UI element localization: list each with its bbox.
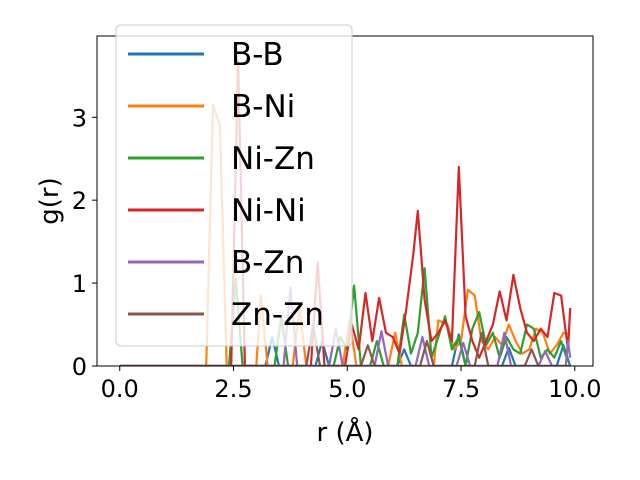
legend-label-ni-zn: Ni-Zn <box>231 141 315 177</box>
y-tick-label: 1 <box>72 270 87 298</box>
legend-label-ni-ni: Ni-Ni <box>231 193 306 229</box>
x-axis: 0.0 2.5 5.0 7.5 10.0 <box>101 366 602 403</box>
x-axis-label: r (Å) <box>316 416 373 448</box>
x-tick-label: 0.0 <box>101 375 139 403</box>
legend: B-B B-Ni Ni-Zn Ni-Ni B-Zn Zn-Zn <box>115 24 353 347</box>
x-tick-label: 5.0 <box>328 375 366 403</box>
x-tick-label: 7.5 <box>442 375 480 403</box>
y-axis: 0 1 2 3 <box>72 104 97 381</box>
x-tick-label: 10.0 <box>548 375 601 403</box>
series-line-zn-zn <box>119 323 571 366</box>
y-axis-label: g(r) <box>35 177 65 224</box>
legend-label-b-ni: B-Ni <box>231 89 295 125</box>
series-line-ni-ni <box>119 59 572 366</box>
y-tick-label: 3 <box>72 104 87 132</box>
x-tick-label: 2.5 <box>214 375 252 403</box>
y-tick-label: 2 <box>72 187 87 215</box>
legend-label-b-b: B-B <box>231 37 284 73</box>
y-tick-label: 0 <box>72 353 87 381</box>
legend-label-b-zn: B-Zn <box>231 245 304 281</box>
legend-label-zn-zn: Zn-Zn <box>231 297 324 333</box>
series-line-b-zn <box>119 286 572 366</box>
